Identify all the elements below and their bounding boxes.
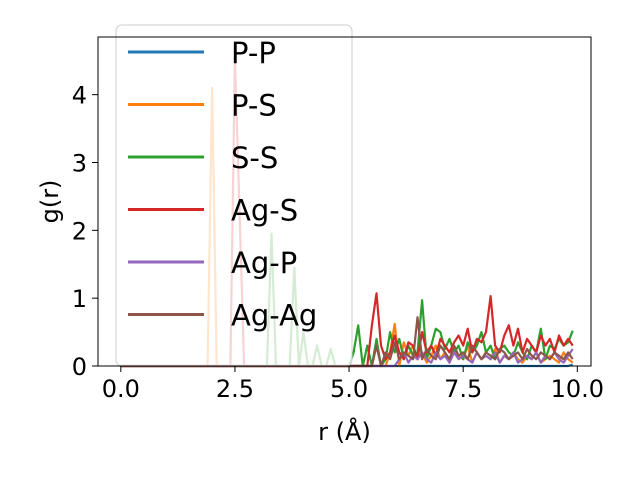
legend-label: Ag-P — [231, 246, 297, 280]
legend-label: Ag-Ag — [231, 299, 317, 333]
axes: 0.0 2.5 5.0 7.5 10.0 0 1 2 3 4 r (Å) g(r) — [36, 82, 604, 446]
x-tick-label: 2.5 — [216, 375, 254, 403]
plot-frame — [97, 36, 592, 367]
y-tick-label: 2 — [72, 217, 87, 245]
legend: P-P P-S S-S Ag-S Ag-P Ag-Ag — [115, 24, 353, 367]
legend-label: P-S — [231, 89, 277, 123]
legend-label: S-S — [231, 141, 278, 175]
y-tick-label: 1 — [72, 285, 87, 313]
x-axis-label: r (Å) — [318, 417, 371, 446]
y-tick-label: 4 — [72, 82, 87, 110]
legend-label: P-P — [231, 36, 276, 70]
x-tick-label: 0.0 — [102, 375, 140, 403]
x-tick-label: 10.0 — [551, 375, 604, 403]
y-tick-label: 0 — [72, 353, 87, 381]
x-tick-label: 5.0 — [330, 375, 368, 403]
legend-label: Ag-S — [231, 194, 298, 228]
x-tick-label: 7.5 — [444, 375, 482, 403]
y-tick-label: 3 — [72, 149, 87, 177]
y-axis-label: g(r) — [36, 180, 64, 224]
